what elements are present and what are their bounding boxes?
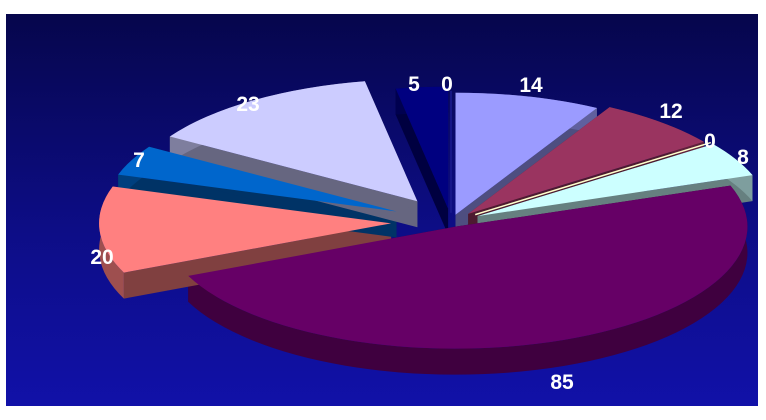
data-label-5: 20 [90, 246, 113, 269]
slice-3-top [477, 144, 753, 217]
slice-5-top [99, 186, 392, 273]
data-label-9: 0 [441, 73, 453, 96]
data-label-8: 5 [408, 73, 420, 96]
slice-8-top [395, 86, 449, 209]
data-label-7: 23 [236, 93, 259, 116]
slice-2-sliver [474, 141, 712, 216]
slice-7-top [169, 81, 418, 202]
slice-8-radial-side-0 [395, 88, 449, 235]
data-label-1: 12 [659, 100, 682, 123]
slice-0-top [455, 92, 597, 215]
slice-4-top [188, 185, 748, 349]
data-label-2: 0 [704, 130, 716, 153]
slice-tops [99, 81, 753, 349]
slice-5-radial-side-0 [123, 223, 392, 299]
data-label-4: 85 [550, 371, 574, 394]
data-label-3: 8 [737, 146, 749, 169]
slice-1-top [468, 107, 704, 214]
chart-area: 14 12 0 8 85 20 7 23 5 0 [6, 14, 758, 406]
data-label-0: 14 [519, 74, 543, 97]
slice-6-top [118, 146, 397, 212]
data-label-6: 7 [133, 149, 145, 172]
